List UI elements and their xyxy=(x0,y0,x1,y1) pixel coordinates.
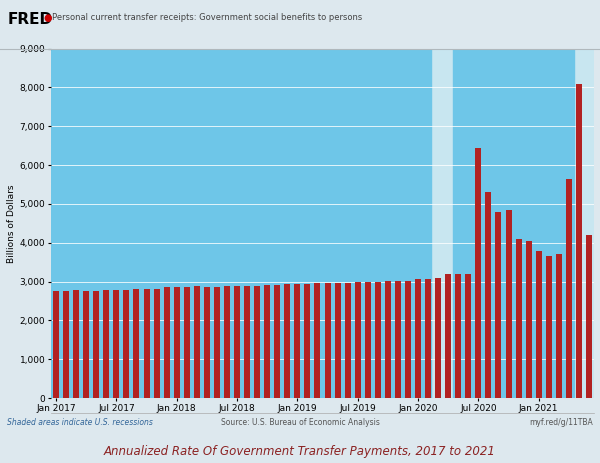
Bar xyxy=(566,179,572,398)
Bar xyxy=(546,257,552,398)
Bar xyxy=(204,287,210,398)
Bar xyxy=(234,286,240,398)
Bar xyxy=(586,235,592,398)
Bar xyxy=(455,274,461,398)
Bar xyxy=(344,283,350,398)
Bar xyxy=(515,239,521,398)
Text: Source: U.S. Bureau of Economic Analysis: Source: U.S. Bureau of Economic Analysis xyxy=(221,418,379,427)
Bar xyxy=(173,287,180,398)
Bar xyxy=(93,291,99,398)
Bar xyxy=(103,290,109,398)
Bar xyxy=(405,281,411,398)
Bar xyxy=(63,291,69,398)
Bar xyxy=(154,288,160,398)
Bar xyxy=(113,290,119,398)
Bar xyxy=(415,279,421,398)
Bar xyxy=(73,290,79,398)
Bar xyxy=(425,279,431,398)
Bar xyxy=(576,83,582,398)
Bar xyxy=(264,285,270,398)
Text: Shaded areas indicate U.S. recessions: Shaded areas indicate U.S. recessions xyxy=(7,418,153,427)
Text: FRED: FRED xyxy=(7,12,52,26)
Bar xyxy=(465,274,472,398)
Bar xyxy=(385,282,391,398)
Text: Annualized Rate Of Government Transfer Payments, 2017 to 2021: Annualized Rate Of Government Transfer P… xyxy=(104,445,496,458)
Bar xyxy=(395,281,401,398)
Bar xyxy=(556,255,562,398)
Bar xyxy=(295,284,301,398)
Bar xyxy=(453,49,574,398)
Bar xyxy=(184,288,190,398)
Bar xyxy=(375,282,381,398)
Bar xyxy=(445,274,451,398)
Bar xyxy=(485,192,491,398)
Bar xyxy=(526,241,532,398)
Bar xyxy=(143,289,149,398)
Y-axis label: Billions of Dollars: Billions of Dollars xyxy=(7,184,16,263)
Bar xyxy=(164,287,170,398)
Bar xyxy=(304,284,310,398)
Bar xyxy=(244,286,250,398)
Text: Personal current transfer receipts: Government social benefits to persons: Personal current transfer receipts: Gove… xyxy=(52,13,362,22)
Bar xyxy=(194,286,200,398)
Bar xyxy=(133,289,139,398)
Bar xyxy=(506,210,512,398)
Bar xyxy=(496,212,502,398)
Bar xyxy=(536,251,542,398)
Bar xyxy=(224,286,230,398)
Text: ●: ● xyxy=(44,13,52,23)
Bar xyxy=(284,284,290,398)
Bar xyxy=(254,286,260,398)
Bar xyxy=(325,283,331,398)
Bar xyxy=(365,282,371,398)
Text: myf.red/g/11TBA: myf.red/g/11TBA xyxy=(529,418,593,427)
Bar xyxy=(435,278,441,398)
Bar xyxy=(314,283,320,398)
Bar xyxy=(335,283,341,398)
Bar xyxy=(124,290,130,398)
Bar xyxy=(355,282,361,398)
Bar xyxy=(83,291,89,398)
Bar xyxy=(475,148,481,398)
Bar xyxy=(51,49,431,398)
Bar xyxy=(214,287,220,398)
Bar xyxy=(274,285,280,398)
Bar xyxy=(53,291,59,398)
